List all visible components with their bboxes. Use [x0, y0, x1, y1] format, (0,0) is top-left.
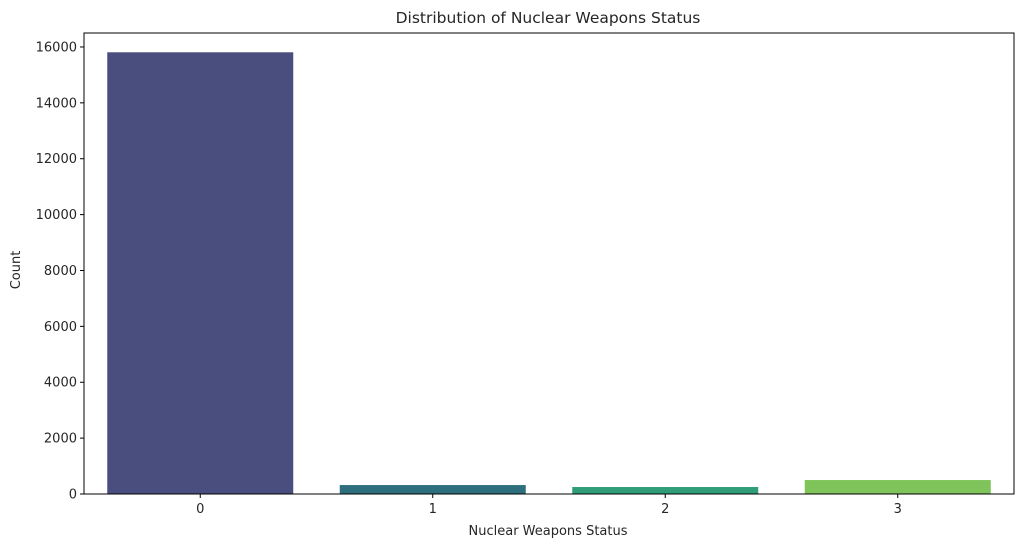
x-axis-label: Nuclear Weapons Status: [469, 524, 628, 539]
y-tick-label: 0: [69, 488, 77, 503]
y-axis: 0 2000 4000 6000 8000 10000 12000 14000 16000: [36, 40, 84, 503]
plot-area: [107, 52, 991, 494]
y-tick-label: 10000: [36, 208, 77, 223]
y-tick-label: 6000: [44, 320, 77, 335]
y-axis-label: Count: [9, 251, 24, 290]
y-tick-label: 2000: [44, 432, 77, 447]
plot-frame: [83, 32, 1015, 495]
y-tick-label: 14000: [36, 96, 77, 111]
x-tick-label: 1: [429, 502, 437, 517]
bar-2: [572, 487, 759, 494]
bar-1: [339, 485, 526, 494]
y-tick-label: 4000: [44, 376, 77, 391]
y-tick-label: 12000: [36, 152, 77, 167]
chart-title: Distribution of Nuclear Weapons Status: [396, 9, 701, 27]
bar-3: [804, 480, 991, 494]
y-tick-label: 8000: [44, 264, 77, 279]
x-axis: 0 1 2 3: [196, 494, 902, 517]
x-tick-label: 2: [661, 502, 669, 517]
y-tick-label: 16000: [36, 40, 77, 55]
bar-0: [107, 52, 294, 494]
x-tick-label: 0: [196, 502, 204, 517]
x-tick-label: 3: [894, 502, 902, 517]
